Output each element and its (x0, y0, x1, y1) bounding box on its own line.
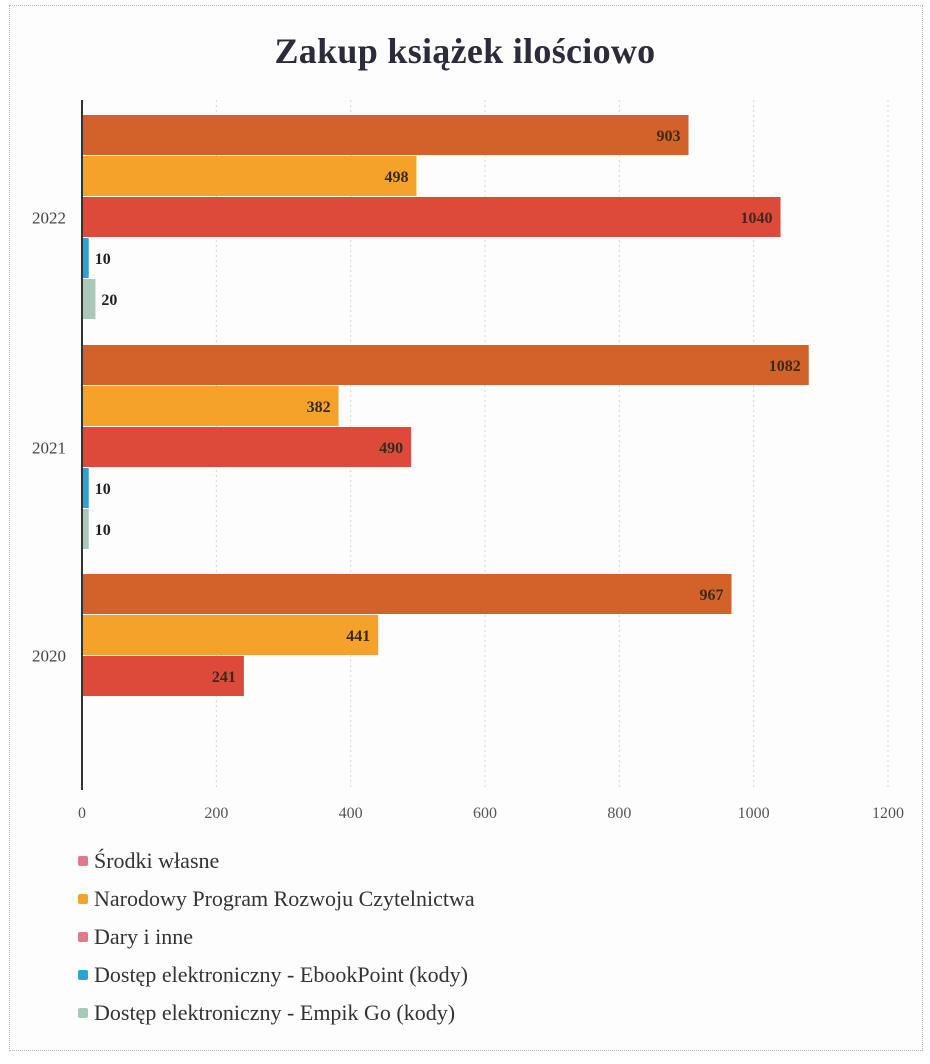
legend-swatch (78, 856, 88, 866)
x-tick-label: 800 (607, 805, 631, 822)
x-tick-label: 1000 (738, 805, 770, 822)
legend-item: Dary i inne (78, 918, 475, 956)
legend-label: Narodowy Program Rozwoju Czytelnictwa (94, 886, 475, 911)
bar (82, 468, 89, 508)
legend-swatch (78, 894, 88, 904)
legend-label: Dostęp elektroniczny - Empik Go (kody) (94, 1000, 456, 1025)
data-label: 10 (95, 481, 111, 498)
bar (82, 509, 89, 549)
data-label: 20 (101, 292, 117, 309)
legend-item: Narodowy Program Rozwoju Czytelnictwa (78, 880, 475, 918)
bar (82, 345, 809, 385)
bar (82, 115, 689, 155)
legend-label: Dary i inne (94, 924, 193, 949)
data-label: 10 (95, 251, 111, 268)
legend-swatch (78, 932, 88, 942)
data-label: 1082 (769, 358, 801, 375)
chart-title: Zakup książek ilościowo (274, 31, 656, 71)
legend-label: Dostęp elektroniczny - EbookPoint (kody) (94, 962, 468, 987)
data-label: 498 (384, 169, 408, 186)
bar (82, 427, 412, 467)
y-category-label: 2021 (32, 439, 66, 458)
data-label: 1040 (741, 210, 773, 227)
x-tick-label: 1200 (872, 805, 904, 822)
bar (82, 238, 89, 278)
data-label: 967 (700, 587, 724, 604)
bar (82, 615, 379, 655)
x-tick-label: 0 (78, 805, 86, 822)
data-label: 10 (95, 522, 111, 539)
x-tick-label: 600 (473, 805, 497, 822)
legend-swatch (78, 970, 88, 980)
data-label: 441 (346, 628, 370, 645)
bar (82, 279, 96, 319)
x-tick-label: 200 (204, 805, 228, 822)
data-label: 903 (657, 128, 681, 145)
bar (82, 656, 244, 696)
data-label: 241 (212, 669, 236, 686)
x-tick-label: 400 (339, 805, 363, 822)
chart-legend: Środki własne Narodowy Program Rozwoju Cz… (78, 842, 475, 1032)
legend-item: Środki własne (78, 842, 475, 880)
data-label: 490 (379, 440, 403, 457)
legend-item: Dostęp elektroniczny - EbookPoint (kody) (78, 956, 475, 994)
bar (82, 156, 417, 196)
bar-chart: 0 200 400 600 800 1000 1200 903 498 1040 10 20 2022 1… (32, 100, 904, 822)
bar (82, 197, 781, 237)
data-label: 382 (307, 399, 331, 416)
y-category-label: 2020 (32, 647, 66, 666)
bar (82, 574, 732, 614)
legend-label: Środki własne (94, 848, 220, 873)
legend-swatch (78, 1008, 88, 1018)
legend-item: Dostęp elektroniczny - Empik Go (kody) (78, 994, 475, 1032)
bar (82, 386, 339, 426)
y-category-label: 2022 (32, 209, 66, 228)
